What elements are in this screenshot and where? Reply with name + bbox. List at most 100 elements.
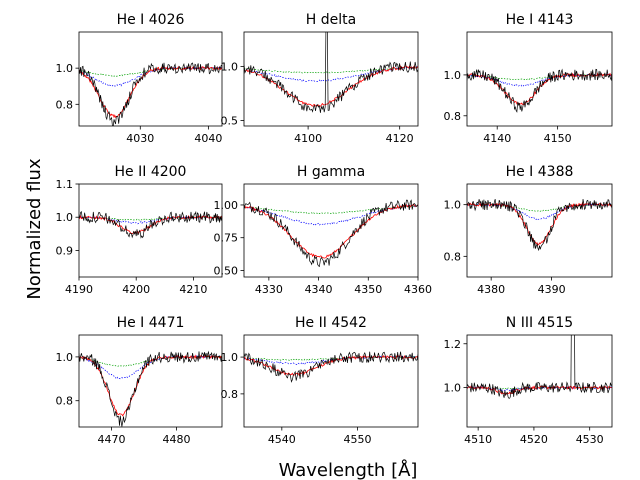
x-tick-label: 4540 — [268, 433, 296, 446]
x-tick-label: 4390 — [538, 283, 566, 296]
model-blue-line — [244, 204, 418, 226]
x-tick-label: 4120 — [386, 132, 414, 145]
x-tick-label: 4520 — [520, 433, 548, 446]
spectrum-curves — [79, 350, 222, 427]
figure-ylabel: Normalized flux — [24, 158, 45, 300]
y-tick-label: 0.8 — [444, 110, 462, 123]
spectrum-curves — [79, 210, 222, 239]
y-tick-label: 1.0 — [221, 351, 239, 364]
model-red-line — [467, 385, 612, 397]
x-tick-label: 4040 — [194, 132, 222, 145]
axes-frame — [466, 334, 613, 428]
observed-line — [244, 199, 418, 268]
x-tick-label: 4100 — [294, 132, 322, 145]
observed-line — [79, 210, 222, 239]
axes-frame — [466, 31, 613, 127]
spectrum-panel: He II 4542 4540 4550 0.8 1.0 — [221, 315, 419, 446]
axes-frame — [466, 183, 613, 278]
model-red-line — [244, 203, 418, 259]
observed-line — [467, 335, 612, 399]
model-red-line — [79, 214, 222, 235]
spectrum-curves — [467, 335, 612, 399]
y-tick-label: 0.8 — [444, 250, 462, 263]
spectrum-panel: He I 4471 4470 4480 0.8 1.0 — [56, 315, 223, 446]
spectrum-panel: H delta 4100 4120 0.5 1.0 — [221, 12, 419, 145]
panel-title: He I 4026 — [117, 12, 185, 28]
x-tick-label: 4550 — [343, 433, 371, 446]
y-tick-label: 0.5 — [221, 115, 239, 128]
spectrum-curves — [244, 199, 418, 268]
spectrum-curves — [467, 199, 612, 252]
x-tick-label: 4340 — [305, 283, 333, 296]
model-blue-line — [79, 355, 222, 380]
model-red-line — [467, 202, 612, 246]
x-tick-label: 4380 — [477, 283, 505, 296]
model-red-line — [244, 354, 418, 377]
y-tick-label: 0.8 — [56, 395, 74, 408]
model-red-line — [79, 354, 222, 417]
spectrum-panel: H gamma 4330 4340 4350 4360 0.50 0.75 1.00 — [214, 164, 433, 296]
model-blue-line — [79, 66, 222, 87]
x-tick-label: 4470 — [98, 433, 126, 446]
spectrum-panel: He I 4388 4380 4390 0.8 1.0 — [444, 164, 613, 296]
y-tick-label: 1.0 — [444, 199, 462, 212]
spectrum-curves — [244, 351, 418, 383]
panel-title: N III 4515 — [506, 315, 573, 331]
x-tick-label: 4360 — [404, 283, 432, 296]
observed-line — [79, 62, 222, 126]
model-red-line — [244, 65, 418, 107]
model-blue-line — [244, 66, 418, 83]
x-tick-label: 4480 — [163, 433, 191, 446]
panel-title: He II 4200 — [115, 164, 187, 180]
x-tick-label: 4350 — [354, 283, 382, 296]
observed-line — [467, 199, 612, 252]
model-green-line — [244, 205, 418, 215]
x-tick-label: 4030 — [126, 132, 154, 145]
x-tick-label: 4530 — [576, 433, 604, 446]
spectrum-curves — [244, 32, 418, 113]
x-tick-label: 4190 — [65, 283, 93, 296]
spectrum-panel: N III 4515 4510 4520 4530 1.0 1.2 — [444, 315, 613, 446]
panel-title: He I 4471 — [117, 315, 185, 331]
axes-frame — [243, 334, 419, 428]
y-tick-label: 1.0 — [56, 62, 74, 75]
x-tick-label: 4510 — [464, 433, 492, 446]
y-tick-label: 0.8 — [221, 388, 239, 401]
panel-title: He II 4542 — [295, 315, 367, 331]
spectrum-panel: He I 4026 4030 4040 0.8 1.0 — [56, 12, 223, 145]
model-green-line — [79, 355, 222, 367]
y-tick-label: 1.00 — [214, 199, 239, 212]
axes-frame — [243, 31, 419, 127]
panel-grid: He I 4026 4030 4040 0.8 1.0 H delta 4100 4120 0.… — [56, 12, 613, 446]
y-tick-label: 1.2 — [444, 338, 462, 351]
spectrum-panel: He I 4143 4140 4150 0.8 1.0 — [444, 12, 613, 145]
panel-title: H delta — [306, 12, 356, 28]
figure-xlabel: Wavelength [Å] — [279, 459, 418, 480]
panel-title: He I 4143 — [506, 12, 574, 28]
y-tick-label: 1.0 — [444, 382, 462, 395]
panel-title: H gamma — [297, 164, 365, 180]
x-tick-label: 4150 — [544, 132, 572, 145]
observed-line — [244, 32, 418, 113]
axes-frame — [243, 183, 419, 278]
spectrum-curves — [467, 68, 612, 113]
y-tick-label: 1.1 — [56, 178, 74, 191]
x-tick-label: 4140 — [483, 132, 511, 145]
y-tick-label: 0.50 — [214, 264, 239, 277]
spectrum-panel: He II 4200 4190 4200 4210 0.9 1.0 1.1 — [56, 164, 223, 296]
observed-line — [467, 68, 612, 113]
observed-line — [79, 350, 222, 427]
spectrum-curves — [79, 62, 222, 126]
y-tick-label: 0.75 — [214, 232, 239, 245]
observed-line — [244, 351, 418, 383]
y-tick-label: 1.0 — [221, 61, 239, 74]
model-blue-line — [467, 203, 612, 220]
panel-title: He I 4388 — [506, 164, 574, 180]
x-tick-label: 4330 — [255, 283, 283, 296]
y-tick-label: 1.0 — [56, 211, 74, 224]
y-tick-label: 1.0 — [56, 351, 74, 364]
axes-frame — [78, 183, 223, 278]
axes-frame — [78, 31, 223, 127]
y-tick-label: 0.9 — [56, 244, 74, 257]
y-tick-label: 1.0 — [444, 69, 462, 82]
